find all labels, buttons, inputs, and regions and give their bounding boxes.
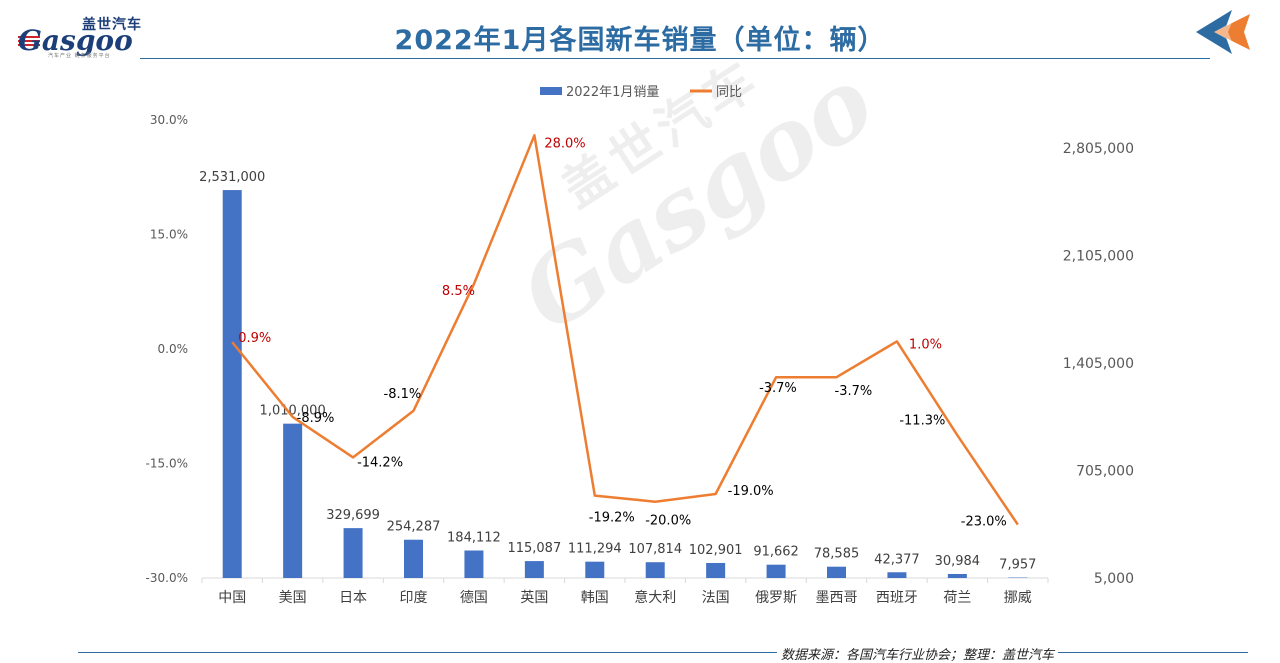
x-category-label: 荷兰 xyxy=(943,590,971,606)
legend-bar-swatch xyxy=(540,87,562,95)
y-left-tick-label: 15.0% xyxy=(150,228,188,242)
data-source-note: 数据来源：各国汽车行业协会；整理：盖世汽车 xyxy=(777,644,1058,663)
line-value-label: 1.0% xyxy=(909,337,942,352)
line-value-label: -8.1% xyxy=(384,387,422,402)
x-category-label: 西班牙 xyxy=(876,590,918,606)
bar-7 xyxy=(585,562,604,578)
bar-8 xyxy=(646,562,665,578)
x-category-label: 美国 xyxy=(279,590,307,606)
x-category-label: 印度 xyxy=(400,590,428,606)
x-category-label: 英国 xyxy=(520,589,548,606)
line-value-label: -23.0% xyxy=(961,515,1007,530)
line-value-label: -3.7% xyxy=(759,381,797,396)
bar-value-label: 42,377 xyxy=(874,552,920,567)
bar-value-label: 111,294 xyxy=(568,542,622,557)
y-left-tick-label: 30.0% xyxy=(150,113,188,127)
line-value-label: -3.7% xyxy=(835,384,873,399)
x-category-label: 德国 xyxy=(460,590,488,606)
bar-3 xyxy=(344,528,363,578)
y-left-tick-label: 0.0% xyxy=(158,342,189,356)
legend-bar-label: 2022年1月销量 xyxy=(566,85,659,100)
x-category-label: 法国 xyxy=(702,590,730,606)
bar-5 xyxy=(464,550,483,578)
y-right-tick-label: 2,105,000 xyxy=(1063,249,1134,265)
x-category-label: 俄罗斯 xyxy=(755,590,797,606)
bar-6 xyxy=(525,561,544,578)
line-value-label: -19.0% xyxy=(728,484,774,499)
bar-value-label: 78,585 xyxy=(814,547,860,562)
y-left-tick-label: -30.0% xyxy=(146,571,188,585)
bar-1 xyxy=(223,190,242,578)
x-category-label: 日本 xyxy=(339,590,367,606)
bar-value-label: 254,287 xyxy=(387,520,441,535)
bar-value-label: 2,531,000 xyxy=(199,170,265,185)
yoy-line xyxy=(232,135,1018,524)
line-value-label: 8.5% xyxy=(442,284,475,299)
legend-line-label: 同比 xyxy=(716,85,742,100)
bar-value-label: 7,957 xyxy=(999,558,1036,573)
bar-13 xyxy=(948,574,967,578)
line-value-label: -8.9% xyxy=(297,411,335,426)
line-value-label: -20.0% xyxy=(645,514,691,529)
bar-value-label: 184,112 xyxy=(447,530,501,545)
bar-value-label: 30,984 xyxy=(935,554,981,569)
bar-2 xyxy=(283,424,302,578)
y-right-tick-label: 705,000 xyxy=(1076,464,1134,480)
line-value-label: -14.2% xyxy=(357,455,403,470)
bar-12 xyxy=(887,572,906,578)
bar-value-label: 91,662 xyxy=(753,545,799,560)
y-right-tick-label: 5,000 xyxy=(1094,571,1134,587)
x-category-label: 中国 xyxy=(218,590,246,606)
bar-4 xyxy=(404,540,423,578)
bar-11 xyxy=(827,567,846,578)
bar-9 xyxy=(706,563,725,578)
bar-value-label: 102,901 xyxy=(689,543,743,558)
line-value-label: 28.0% xyxy=(544,136,585,151)
bar-value-label: 329,699 xyxy=(326,508,380,523)
line-value-label: -11.3% xyxy=(899,413,945,428)
footer-divider xyxy=(78,652,1248,653)
bar-value-label: 107,814 xyxy=(628,542,682,557)
y-left-tick-label: -15.0% xyxy=(146,457,188,471)
bar-value-label: 115,087 xyxy=(507,541,561,556)
bar-10 xyxy=(767,565,786,578)
x-category-label: 韩国 xyxy=(581,590,609,606)
line-value-label: 0.9% xyxy=(238,331,271,346)
x-category-label: 挪威 xyxy=(1004,590,1032,606)
x-category-label: 墨西哥 xyxy=(816,590,858,606)
x-category-label: 意大利 xyxy=(634,589,676,606)
y-right-tick-label: 2,805,000 xyxy=(1063,141,1134,157)
line-value-label: -19.2% xyxy=(589,511,635,526)
y-right-tick-label: 1,405,000 xyxy=(1063,356,1134,372)
